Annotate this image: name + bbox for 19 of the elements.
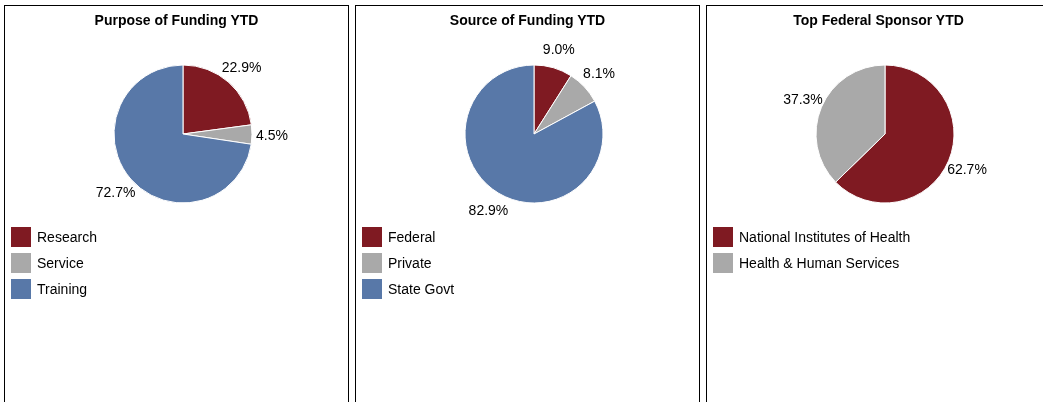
data-label: 8.1% — [583, 65, 616, 82]
legend-label: National Institutes of Health — [739, 229, 911, 245]
chart-title: Top Federal Sponsor YTD — [792, 12, 965, 28]
data-label: 62.7% — [947, 160, 987, 177]
legend-label: Federal — [388, 229, 436, 245]
data-label: 22.9% — [221, 59, 262, 76]
data-label: 9.0% — [542, 40, 575, 57]
data-label: 82.9% — [468, 202, 509, 219]
legend-label: Private — [388, 255, 432, 271]
chart-title: Purpose of Funding YTD — [93, 12, 260, 28]
legend-label: Research — [37, 229, 97, 245]
data-label: 37.3% — [783, 91, 823, 108]
data-label: 4.5% — [256, 126, 288, 143]
chart-title: Source of Funding YTD — [448, 12, 607, 28]
legend-label: Training — [37, 281, 88, 297]
legend-label: Service — [37, 255, 84, 271]
legend-label: State Govt — [388, 281, 455, 297]
data-label: 72.7% — [95, 184, 136, 201]
legend-label: Health & Human Services — [739, 255, 900, 271]
